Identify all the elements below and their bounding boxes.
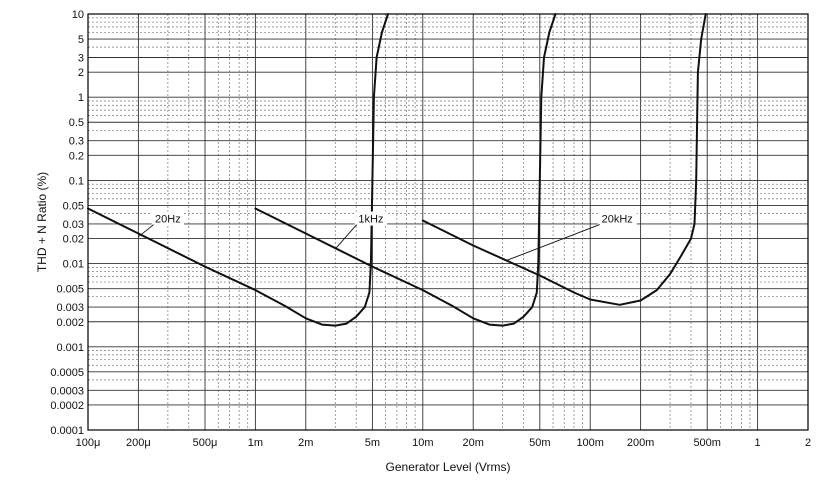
x-tick-label: 2 <box>805 437 811 449</box>
y-axis-title: THD + N Ratio (%) <box>35 172 49 272</box>
x-tick-label: 200μ <box>126 437 151 449</box>
x-tick-label: 500m <box>693 437 721 449</box>
x-tick-label: 1m <box>248 437 263 449</box>
annotation-pointer <box>334 224 358 250</box>
y-tick-label: 2 <box>78 67 84 79</box>
curve-annotations: 20Hz 1kHz 20kHz <box>138 211 637 261</box>
y-tick-label: 0.3 <box>69 136 84 148</box>
x-tick-label: 5m <box>365 437 380 449</box>
y-tick-label: 0.5 <box>69 117 84 129</box>
y-tick-label: 0.02 <box>63 234 84 246</box>
x-tick-label: 500μ <box>193 437 218 449</box>
annotation-bg <box>354 211 388 226</box>
plot-frame <box>87 13 809 431</box>
series-line-20hz <box>87 13 389 327</box>
y-tick-label: 1 <box>78 92 84 104</box>
series-line-1khz <box>254 13 557 327</box>
grid <box>88 14 808 430</box>
y-tick-label: 0.0005 <box>50 367 84 379</box>
series-line-20khz <box>421 13 707 306</box>
series-lines <box>87 13 707 327</box>
annotation-pointer <box>138 224 154 238</box>
y-tick-label: 0.003 <box>56 302 84 314</box>
x-tick-label: 200m <box>627 437 655 449</box>
y-tick-label: 0.2 <box>69 150 84 162</box>
annotation-pointer <box>507 224 600 261</box>
x-tick-label: 2m <box>298 437 313 449</box>
x-tick-label: 20m <box>462 437 483 449</box>
y-tick-label: 0.05 <box>63 200 84 212</box>
y-tick-labels: 10 5 3 2 1 0.5 0.3 0.2 0.1 0.05 0.03 0.02 0.01 0.005 0… <box>50 9 84 437</box>
annotation-label-1khz: 1kHz <box>358 214 383 226</box>
y-tick-label: 3 <box>78 53 84 65</box>
y-tick-label: 5 <box>78 34 84 46</box>
annotation-bg <box>597 211 637 226</box>
y-tick-label: 0.005 <box>56 284 84 296</box>
annotation-label-20hz: 20Hz <box>155 214 181 226</box>
y-tick-label: 0.0002 <box>50 400 84 412</box>
annotation-bg <box>151 211 185 226</box>
x-axis-title: Generator Level (Vrms) <box>386 460 511 474</box>
x-tick-label: 1 <box>755 437 761 449</box>
x-tick-label: 100μ <box>76 437 101 449</box>
y-tick-label: 0.002 <box>56 317 84 329</box>
y-tick-label: 0.0001 <box>50 425 84 437</box>
x-tick-labels: 100μ 200μ 500μ 1m 2m 5m 10m 20m 50m 100m 200m 500m 1… <box>76 437 811 449</box>
x-tick-label: 10m <box>412 437 433 449</box>
x-tick-label: 100m <box>576 437 604 449</box>
y-tick-label: 0.01 <box>63 259 84 271</box>
x-tick-label: 50m <box>529 437 550 449</box>
y-tick-label: 0.0003 <box>50 385 84 397</box>
y-tick-label: 0.1 <box>69 175 84 187</box>
annotation-label-20khz: 20kHz <box>602 214 633 226</box>
y-tick-label: 0.001 <box>56 342 84 354</box>
y-tick-label: 10 <box>72 9 84 21</box>
y-tick-label: 0.03 <box>63 219 84 231</box>
